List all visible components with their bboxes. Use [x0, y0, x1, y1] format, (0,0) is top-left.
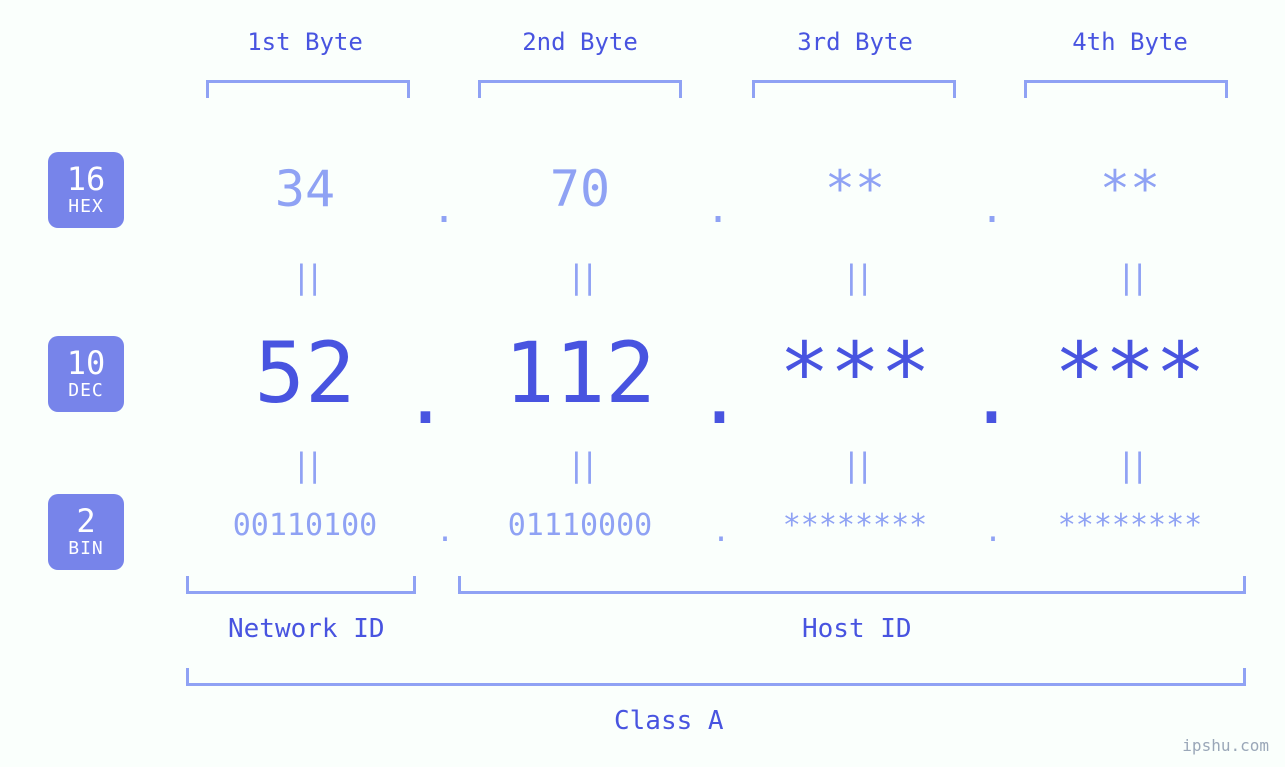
- bracket-network-id: [186, 576, 416, 594]
- dec-dot-2: .: [696, 352, 743, 442]
- bin-byte-4: ********: [995, 508, 1265, 543]
- badge-bin: 2 BIN: [48, 494, 124, 570]
- bin-dot-2: .: [712, 514, 730, 549]
- top-bracket-3: [752, 80, 956, 98]
- equals-2-1: ||: [170, 446, 440, 484]
- bin-dot-3: .: [984, 514, 1002, 549]
- equals-2-3: ||: [720, 446, 990, 484]
- hex-byte-1: 34: [170, 160, 440, 218]
- badge-dec-base: 10: [48, 347, 124, 381]
- hex-dot-3: .: [980, 186, 1004, 232]
- equals-1-4: ||: [995, 258, 1265, 296]
- byte-label-4: 4th Byte: [995, 28, 1265, 56]
- label-network-id: Network ID: [228, 614, 385, 644]
- bin-byte-2: 01110000: [445, 508, 715, 543]
- dec-byte-4: ***: [995, 324, 1265, 422]
- dec-byte-1: 52: [170, 324, 440, 422]
- badge-hex-name: HEX: [48, 198, 124, 217]
- equals-2-4: ||: [995, 446, 1265, 484]
- dec-dot-1: .: [402, 352, 449, 442]
- top-bracket-1: [206, 80, 410, 98]
- diagram-root: 1st Byte 2nd Byte 3rd Byte 4th Byte 16 H…: [0, 0, 1285, 767]
- equals-1-3: ||: [720, 258, 990, 296]
- badge-hex-base: 16: [48, 163, 124, 197]
- dec-byte-2: 112: [445, 324, 715, 422]
- byte-label-1: 1st Byte: [170, 28, 440, 56]
- badge-dec: 10 DEC: [48, 336, 124, 412]
- hex-dot-1: .: [432, 186, 456, 232]
- hex-byte-2: 70: [445, 160, 715, 218]
- equals-1-2: ||: [445, 258, 715, 296]
- equals-1-1: ||: [170, 258, 440, 296]
- bin-dot-1: .: [436, 514, 454, 549]
- label-class: Class A: [614, 706, 724, 736]
- badge-hex: 16 HEX: [48, 152, 124, 228]
- bin-byte-3: ********: [720, 508, 990, 543]
- watermark: ipshu.com: [1182, 736, 1269, 755]
- hex-byte-4: **: [995, 160, 1265, 218]
- hex-byte-3: **: [720, 160, 990, 218]
- bracket-class: [186, 668, 1246, 686]
- bin-byte-1: 00110100: [170, 508, 440, 543]
- dec-dot-3: .: [968, 352, 1015, 442]
- top-bracket-2: [478, 80, 682, 98]
- top-bracket-4: [1024, 80, 1228, 98]
- dec-byte-3: ***: [720, 324, 990, 422]
- byte-label-2: 2nd Byte: [445, 28, 715, 56]
- badge-dec-name: DEC: [48, 382, 124, 401]
- hex-dot-2: .: [706, 186, 730, 232]
- equals-2-2: ||: [445, 446, 715, 484]
- bracket-host-id: [458, 576, 1246, 594]
- label-host-id: Host ID: [802, 614, 912, 644]
- byte-label-3: 3rd Byte: [720, 28, 990, 56]
- badge-bin-base: 2: [48, 505, 124, 539]
- badge-bin-name: BIN: [48, 540, 124, 559]
